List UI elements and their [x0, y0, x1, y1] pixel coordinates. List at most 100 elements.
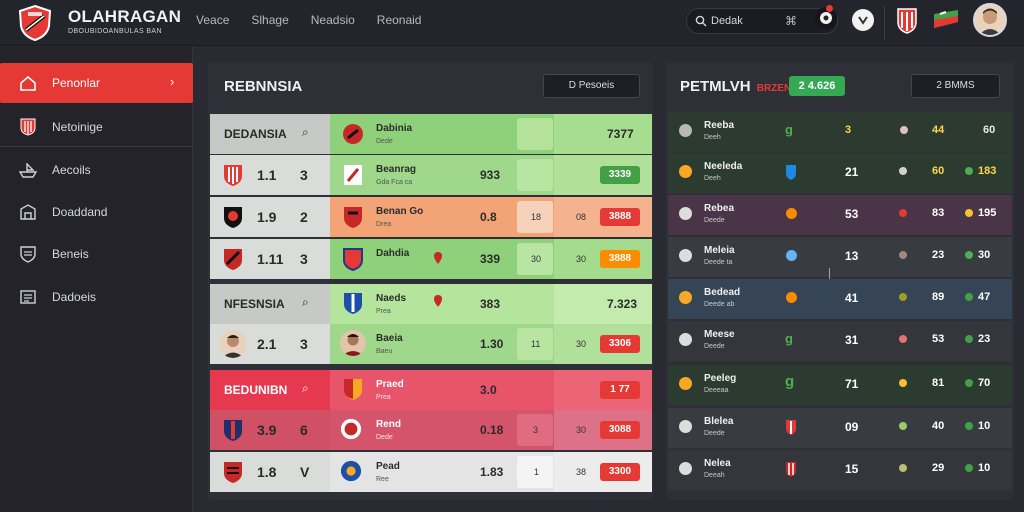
- sidebar-item-aecoils[interactable]: Aecoils: [0, 150, 193, 190]
- group-label: NFESNSIA: [224, 297, 285, 311]
- row-score: 1.83: [480, 465, 504, 479]
- stats-row-b: 15: [845, 462, 859, 476]
- player-avatar: [219, 330, 247, 358]
- stats-row-name: Bedead: [704, 287, 741, 298]
- stats-row-c: 81: [932, 377, 945, 389]
- team-logo-icon[interactable]: [16, 4, 54, 42]
- sidebar-divider: [0, 146, 193, 147]
- team-crest-icon: [224, 420, 242, 441]
- group-total: 7.323: [607, 297, 638, 311]
- team-name: Benan Go: [376, 206, 424, 217]
- stats-row[interactable]: Bedead Deede ab 41 89 47: [668, 279, 1012, 319]
- bell-icon[interactable]: [815, 7, 837, 29]
- stats-row[interactable]: Nelea Deeah 15 29 10: [668, 450, 1012, 490]
- nav-link-4[interactable]: Reonaid: [376, 13, 422, 27]
- team-name: Rend: [376, 419, 401, 430]
- team-crest-icon: [344, 379, 362, 400]
- search-box[interactable]: Dedak ⌘: [686, 8, 838, 34]
- team-name: Naeds: [376, 293, 407, 304]
- stats-row[interactable]: Peeleg Deeeaa g 71 81 70: [668, 365, 1012, 405]
- stats-action-button[interactable]: 2 BMMS: [911, 74, 1000, 98]
- stats-row[interactable]: Rebea Deede 53 83 195: [668, 195, 1012, 235]
- soccer-ball-icon[interactable]: [852, 9, 874, 31]
- sidebar-item-beneis[interactable]: Beneis: [0, 234, 193, 274]
- team-crest-icon: [224, 462, 242, 483]
- team-crest-icon: [786, 420, 796, 435]
- team-crest-icon: [343, 248, 363, 271]
- group-header-row[interactable]: DEDANSIA ⌕ Dabinia Dede 7377: [210, 114, 652, 154]
- status-badge: 3888: [600, 208, 640, 226]
- map-pin-icon: [434, 295, 442, 307]
- standings-title: REBNNSIA: [224, 78, 303, 95]
- stats-row-d: 60: [983, 124, 996, 136]
- status-badge: 3300: [600, 463, 640, 481]
- row-mid: 11: [531, 339, 541, 349]
- stats-row[interactable]: Meese Deede g 31 53 23: [668, 321, 1012, 361]
- stats-row-sub: Deeah: [704, 472, 725, 479]
- stats-row[interactable]: Reeba Deeh g 3 44 60: [668, 112, 1012, 152]
- header-divider: [884, 6, 885, 40]
- team-name: Dahdia: [376, 248, 410, 259]
- row-score: 339: [480, 252, 501, 266]
- stats-row-sub: Deede ab: [704, 301, 735, 308]
- team-crest-icon: [344, 165, 362, 185]
- sidebar-item-dadoeis[interactable]: Dadoeis: [0, 277, 193, 317]
- table-row[interactable]: 1.1 3 Beanrag Gda Fca ca 933 3339: [210, 155, 652, 195]
- nav-link-3[interactable]: Neadsio: [310, 13, 355, 27]
- search-icon: ⌕: [302, 125, 309, 139]
- brand-title: OLAHRAGAN: [68, 7, 182, 26]
- stats-title-main: PETMLVH: [680, 78, 751, 95]
- status-badge: 3888: [600, 250, 640, 268]
- table-row[interactable]: 3.9 6 Rend Dede 0.18 3 30 3088: [210, 410, 652, 450]
- stats-row-c: 53: [932, 333, 945, 345]
- team-crest-icon: [340, 460, 362, 482]
- row-rank: 3: [300, 336, 308, 352]
- team-sub: Gda Fca ca: [376, 179, 413, 186]
- group-header-row[interactable]: NFESNSIA ⌕ Naeds Prea 383 7.323: [210, 284, 652, 324]
- row-position: 1.9: [257, 209, 277, 225]
- avatar[interactable]: [973, 3, 1007, 37]
- ship-icon: [18, 163, 38, 178]
- team-sub: Dede: [376, 138, 393, 145]
- team-crest-icon: [224, 249, 242, 270]
- search-input[interactable]: Dedak: [711, 15, 743, 27]
- stats-row-sub: Deeh: [704, 134, 721, 141]
- row-position: 1.11: [257, 251, 284, 267]
- row-rank: 2: [300, 209, 308, 225]
- stats-row[interactable]: Neeleda Deeh 21 60 183: [668, 153, 1012, 193]
- search-icon: ⌕: [302, 295, 309, 309]
- flag-icon[interactable]: [932, 8, 960, 34]
- stats-row[interactable]: Blelea Deede 09 40 10: [668, 408, 1012, 448]
- team-crest-icon: [786, 165, 796, 180]
- team-crest-icon: [343, 124, 363, 144]
- row-mid: 18: [531, 212, 542, 222]
- stats-title-accent: BRZEN: [756, 83, 792, 94]
- list-icon: [20, 290, 36, 304]
- table-row[interactable]: 1.11 3 Dahdia 339 30 30 3888: [210, 239, 652, 279]
- row-minor: 38: [576, 467, 587, 477]
- standings-action-button[interactable]: D Pesoeis: [543, 74, 640, 98]
- notification-dot: [826, 5, 833, 12]
- sidebar-item-label: Netoinige: [52, 120, 103, 134]
- table-row[interactable]: 1.9 2 Benan Go Drea 0.8 18 08 3888: [210, 197, 652, 237]
- stats-row[interactable]: Meleia Deede ta 13 23 30: [668, 237, 1012, 277]
- sidebar-item-netoinige[interactable]: Netoinige: [0, 107, 193, 147]
- table-row[interactable]: 2.1 3 Baeia Baeu 1.30 11 30 3306: [210, 324, 652, 364]
- nav-link-2[interactable]: Slhage: [251, 13, 289, 27]
- column-marker: [829, 268, 830, 282]
- sidebar-item-penonlar[interactable]: Penonlar ›: [0, 63, 193, 103]
- close-icon[interactable]: ⌘: [785, 14, 797, 28]
- sidebar-item-doaddand[interactable]: Doaddand: [0, 192, 193, 232]
- table-row[interactable]: 1.8 V Pead Ree 1.83 1 38 3300: [210, 452, 652, 492]
- nav-link-1[interactable]: Veace: [196, 13, 230, 27]
- stats-row-b: 31: [845, 333, 859, 347]
- group-header-row[interactable]: BEDUNIBN ⌕ Praed Prea 3.0 1 77: [210, 370, 652, 410]
- team-name: Baeia: [376, 333, 403, 344]
- row-minor: 30: [576, 254, 587, 264]
- team-name: Dabinia: [376, 123, 413, 134]
- stats-row-b: 41: [845, 291, 859, 305]
- row-minor: 30: [576, 339, 587, 349]
- group-total: 7377: [607, 127, 634, 141]
- stats-row-name: Nelea: [704, 458, 731, 469]
- team-crest-icon[interactable]: [896, 6, 918, 34]
